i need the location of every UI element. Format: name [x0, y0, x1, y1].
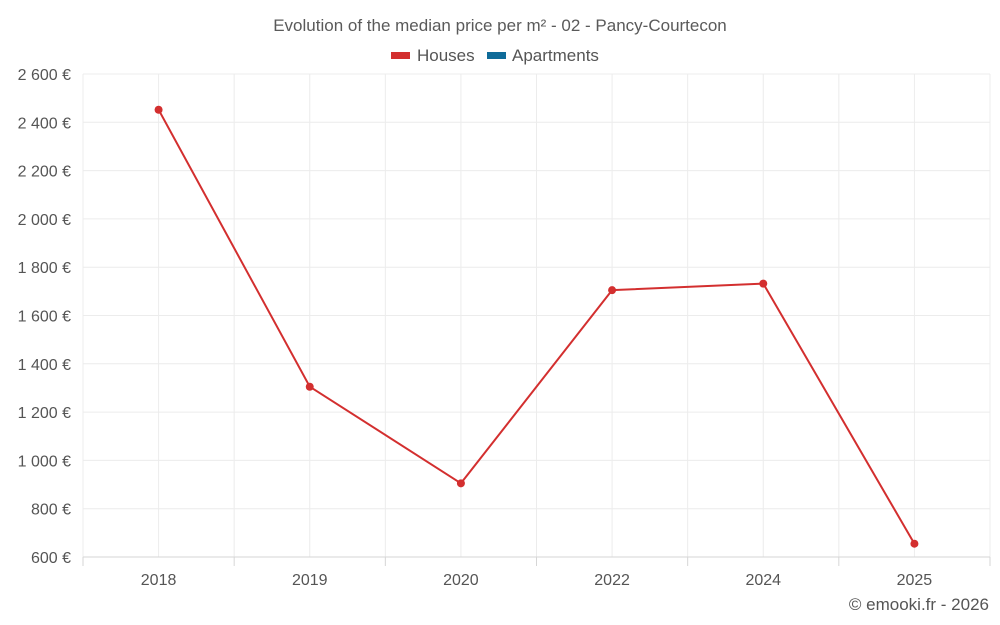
chart-title: Evolution of the median price per m² - 0… — [273, 16, 727, 35]
legend-label-apartments[interactable]: Apartments — [512, 46, 599, 65]
x-tick-label: 2019 — [292, 572, 328, 589]
y-tick-label: 800 € — [31, 502, 71, 519]
series-line-houses — [157, 109, 916, 545]
data-point[interactable] — [305, 382, 314, 391]
x-axis: 2018 2019 2020 2022 2024 2025 — [82, 556, 991, 589]
y-tick-label: 2 400 € — [18, 115, 71, 132]
y-tick-label: 1 000 € — [18, 453, 71, 470]
x-tick-label: 2022 — [594, 572, 630, 589]
legend: Houses Apartments — [391, 46, 599, 65]
y-tick-label: 2 200 € — [18, 164, 71, 181]
y-tick-label: 1 400 € — [18, 357, 71, 374]
data-point[interactable] — [154, 105, 163, 114]
y-tick-label: 2 000 € — [18, 212, 71, 229]
data-point[interactable] — [910, 539, 919, 548]
data-point[interactable] — [759, 279, 768, 288]
y-tick-label: 2 600 € — [18, 67, 71, 84]
y-tick-label: 1 800 € — [18, 260, 71, 277]
legend-label-houses[interactable]: Houses — [417, 46, 475, 65]
data-point[interactable] — [608, 286, 617, 295]
data-point[interactable] — [456, 479, 465, 488]
credit-text: © emooki.fr - 2026 — [849, 595, 989, 614]
y-tick-label: 600 € — [31, 550, 71, 567]
legend-swatch-apartments[interactable] — [487, 52, 506, 59]
x-tick-label: 2020 — [443, 572, 479, 589]
grid — [82, 73, 991, 557]
series-layer — [154, 105, 919, 548]
y-axis: 600 € 800 € 1 000 € 1 200 € 1 400 € 1 600 € 1 … — [18, 67, 71, 567]
x-tick-label: 2024 — [745, 572, 781, 589]
legend-swatch-houses[interactable] — [391, 52, 410, 59]
y-tick-label: 1 600 € — [18, 309, 71, 326]
y-tick-label: 1 200 € — [18, 405, 71, 422]
x-tick-label: 2025 — [897, 572, 933, 589]
x-tick-label: 2018 — [141, 572, 177, 589]
